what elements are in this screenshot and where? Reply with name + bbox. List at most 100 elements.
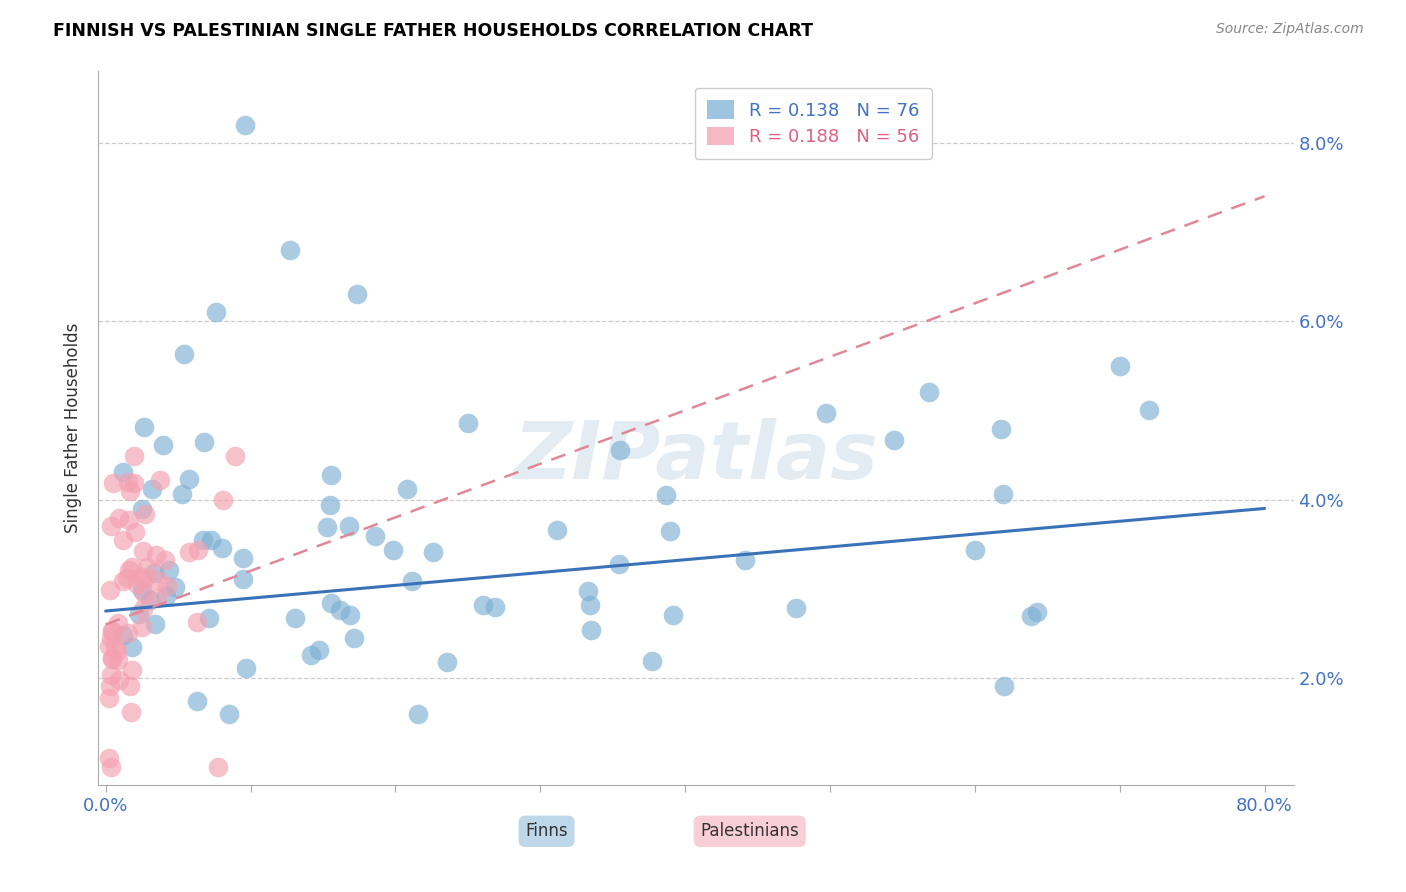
Point — [918, 385, 941, 400]
Point — [963, 542, 986, 557]
Point — [607, 557, 630, 571]
Legend: R = 0.138   N = 76, R = 0.188   N = 56: R = 0.138 N = 76, R = 0.188 N = 56 — [695, 87, 932, 159]
Point — [112, 628, 135, 642]
Point — [321, 596, 343, 610]
Point — [658, 524, 681, 539]
Point — [121, 640, 143, 654]
Point — [211, 492, 233, 507]
Point — [145, 548, 167, 562]
Point — [211, 541, 233, 555]
Point — [143, 617, 166, 632]
Point — [662, 607, 685, 622]
Text: Source: ZipAtlas.com: Source: ZipAtlas.com — [1216, 22, 1364, 37]
Point — [132, 586, 155, 600]
Point — [149, 473, 172, 487]
Point — [115, 570, 138, 584]
Point — [232, 550, 254, 565]
Point — [107, 616, 129, 631]
Point — [101, 624, 124, 639]
Point — [117, 626, 139, 640]
Point — [104, 640, 127, 655]
Point — [156, 579, 179, 593]
Point — [232, 572, 254, 586]
Text: FINNISH VS PALESTINIAN SINGLE FATHER HOUSEHOLDS CORRELATION CHART: FINNISH VS PALESTINIAN SINGLE FATHER HOU… — [53, 22, 814, 40]
Point — [155, 589, 177, 603]
Point — [138, 593, 160, 607]
Point — [406, 706, 429, 721]
Point — [120, 679, 142, 693]
Point — [172, 487, 194, 501]
Text: Finns: Finns — [526, 822, 568, 840]
Point — [134, 508, 156, 522]
Point — [204, 305, 226, 319]
Point — [173, 346, 195, 360]
Point — [308, 643, 330, 657]
Point — [224, 450, 246, 464]
Point — [128, 607, 150, 621]
Point — [122, 449, 145, 463]
Point — [1021, 609, 1043, 624]
Point — [346, 287, 368, 301]
Point — [108, 673, 131, 687]
Point — [131, 582, 153, 597]
Point — [125, 576, 148, 591]
Point — [121, 663, 143, 677]
Point — [100, 652, 122, 666]
Point — [233, 118, 256, 132]
Point — [157, 564, 180, 578]
Point — [179, 545, 201, 559]
Point — [121, 560, 143, 574]
Point — [100, 519, 122, 533]
Point — [132, 601, 155, 615]
Point — [343, 631, 366, 645]
Point — [145, 591, 167, 605]
Point — [153, 553, 176, 567]
Point — [364, 529, 387, 543]
Point — [129, 570, 152, 584]
Point — [1026, 605, 1049, 619]
Point — [337, 519, 360, 533]
Point — [436, 655, 458, 669]
Point — [382, 542, 405, 557]
Point — [100, 667, 122, 681]
Point — [422, 545, 444, 559]
Point — [472, 598, 495, 612]
Point — [785, 600, 807, 615]
Point — [193, 434, 215, 449]
Point — [993, 679, 1015, 693]
Point — [339, 608, 361, 623]
Point — [98, 639, 121, 653]
Point — [118, 513, 141, 527]
Point — [152, 438, 174, 452]
Point — [186, 615, 208, 630]
Point — [132, 419, 155, 434]
Point — [319, 498, 342, 512]
Point — [235, 661, 257, 675]
Point — [576, 583, 599, 598]
Point — [100, 631, 122, 645]
Point — [207, 760, 229, 774]
Point — [883, 433, 905, 447]
Point — [131, 502, 153, 516]
Point — [120, 483, 142, 498]
Point — [198, 610, 221, 624]
Point — [98, 583, 121, 598]
Point — [98, 751, 121, 765]
Point — [1137, 403, 1160, 417]
Point — [1108, 359, 1130, 373]
Point — [101, 624, 124, 639]
Point — [993, 486, 1015, 500]
Text: Palestinians: Palestinians — [700, 822, 799, 840]
Point — [581, 623, 603, 637]
Point — [200, 533, 222, 547]
Point — [112, 465, 135, 479]
Point — [117, 475, 139, 489]
Point — [165, 580, 187, 594]
Point — [131, 620, 153, 634]
Text: ZIPatlas: ZIPatlas — [513, 417, 879, 496]
Point — [146, 574, 169, 588]
Point — [329, 603, 352, 617]
Point — [107, 653, 129, 667]
Point — [107, 511, 129, 525]
Point — [218, 706, 240, 721]
